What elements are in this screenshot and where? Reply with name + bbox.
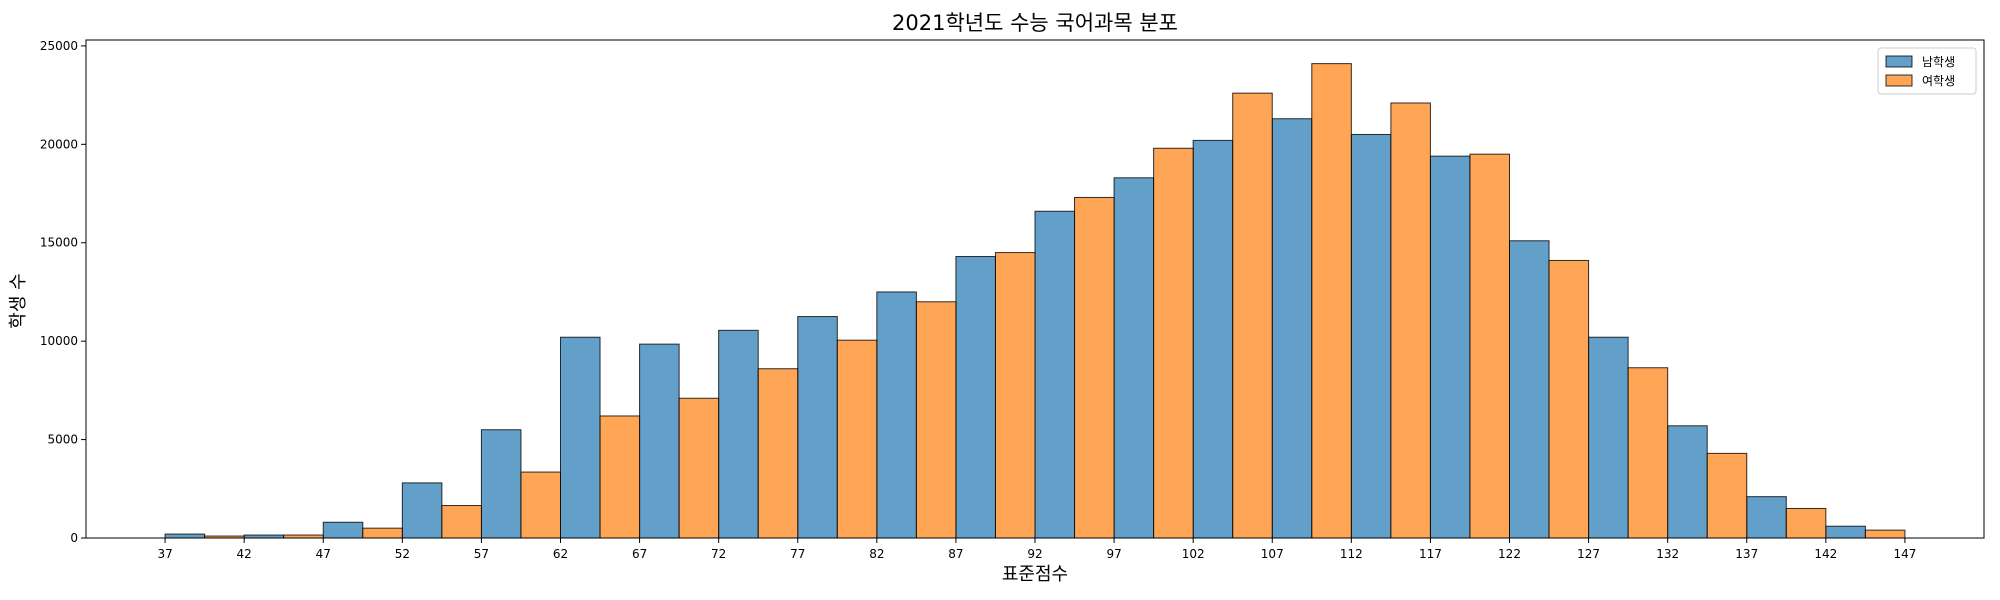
bar-여학생-18	[1627, 367, 1669, 539]
chart-title: 2021학년도 수능 국어과목 분포	[892, 11, 1178, 35]
bar-여학생-8	[836, 339, 878, 539]
x-tick-label: 62	[553, 547, 568, 561]
bar-남학생-14	[1271, 118, 1313, 539]
bar-여학생-14	[1311, 63, 1352, 539]
legend-swatch-여학생	[1885, 74, 1913, 87]
y-tick-label: 0	[70, 531, 78, 545]
x-tick-label: 97	[1106, 547, 1121, 561]
bar-여학생-6	[678, 397, 720, 539]
bar-남학생-0	[164, 533, 206, 539]
x-tick-label: 112	[1340, 547, 1363, 561]
x-tick-label: 92	[1027, 547, 1042, 561]
bar-남학생-3	[401, 482, 443, 539]
bar-남학생-8	[797, 316, 838, 539]
bar-남학생-17	[1509, 240, 1550, 539]
bar-남학생-21	[1825, 525, 1866, 539]
bar-남학생-13	[1192, 139, 1234, 539]
x-tick-label: 147	[1893, 547, 1916, 561]
x-tick-label: 47	[316, 547, 331, 561]
bar-남학생-15	[1350, 133, 1392, 539]
x-tick-label: 117	[1419, 547, 1442, 561]
x-tick-label: 72	[711, 547, 726, 561]
x-tick-label: 102	[1182, 547, 1205, 561]
bar-여학생-10	[994, 252, 1036, 539]
x-tick-label: 57	[474, 547, 489, 561]
x-tick-label: 87	[948, 547, 963, 561]
bar-여학생-3	[441, 505, 482, 539]
bar-여학생-13	[1232, 92, 1273, 539]
bar-남학생-4	[480, 429, 522, 539]
bar-남학생-7	[718, 329, 759, 539]
y-tick-label: 10000	[40, 334, 78, 348]
bar-남학생-5	[560, 336, 601, 539]
x-tick-label: 122	[1498, 547, 1521, 561]
bars-group	[164, 63, 1906, 539]
bar-여학생-2	[362, 527, 403, 539]
bar-여학생-16	[1469, 153, 1511, 539]
bar-남학생-19	[1667, 425, 1708, 539]
bar-여학생-7	[757, 368, 799, 539]
bar-남학생-9	[876, 291, 917, 539]
x-axis-ticks: 37 42 47 52 57 62 67 72 77 82 87 92 97 102 107 112 117 12…	[157, 538, 1916, 561]
x-tick-label: 77	[790, 547, 805, 561]
y-tick-label: 15000	[40, 236, 78, 250]
bar-남학생-16	[1429, 155, 1471, 539]
bar-여학생-12	[1153, 147, 1194, 539]
x-tick-label: 142	[1814, 547, 1837, 561]
bar-여학생-15	[1390, 102, 1431, 539]
x-axis-label: 표준점수	[1002, 564, 1068, 585]
y-axis-ticks: 0 5000 10000 15000 20000 25000	[40, 39, 86, 545]
bar-남학생-10	[955, 256, 996, 539]
x-tick-label: 82	[869, 547, 884, 561]
legend-swatch-남학생	[1885, 55, 1913, 68]
bar-남학생-11	[1034, 210, 1076, 539]
bar-여학생-9	[915, 301, 957, 539]
bar-남학생-12	[1113, 177, 1155, 539]
bar-여학생-19	[1706, 452, 1748, 539]
y-axis-label: 학생 수	[8, 273, 29, 328]
plot-frame	[85, 39, 1985, 539]
bar-남학생-2	[322, 521, 364, 539]
bar-여학생-5	[599, 415, 641, 539]
bar-여학생-21	[1864, 529, 1906, 539]
x-tick-label: 137	[1735, 547, 1758, 561]
bar-여학생-4	[520, 471, 561, 539]
bar-남학생-6	[639, 343, 680, 539]
bar-여학생-20	[1785, 507, 1827, 539]
bar-남학생-18	[1588, 336, 1629, 539]
x-tick-label: 127	[1577, 547, 1600, 561]
legend-label-여학생: 여학생	[1922, 74, 1955, 88]
legend-label-남학생: 남학생	[1922, 55, 1955, 69]
bar-여학생-11	[1074, 196, 1115, 539]
x-tick-label: 42	[237, 547, 252, 561]
y-tick-label: 5000	[47, 433, 78, 447]
y-tick-label: 25000	[40, 39, 78, 53]
y-tick-label: 20000	[40, 137, 78, 151]
x-tick-label: 67	[632, 547, 647, 561]
bar-여학생-17	[1548, 259, 1590, 539]
bar-남학생-20	[1746, 496, 1787, 539]
x-tick-label: 132	[1656, 547, 1679, 561]
x-tick-label: 107	[1261, 547, 1284, 561]
x-tick-label: 37	[157, 547, 172, 561]
x-tick-label: 52	[395, 547, 410, 561]
